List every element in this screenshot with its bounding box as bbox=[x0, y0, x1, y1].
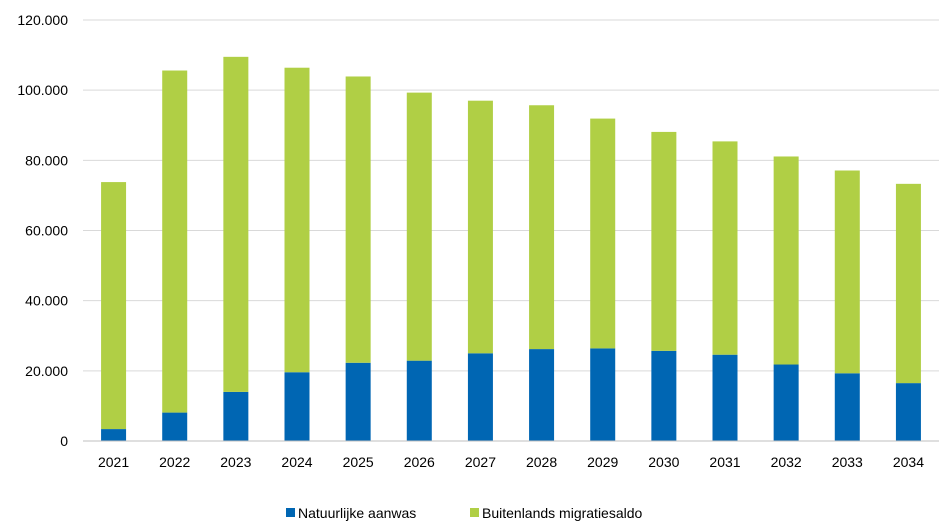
bar-buitenlands-migratiesaldo-2034 bbox=[895, 183, 921, 384]
bar-natuurlijke-aanwas-2023 bbox=[223, 391, 249, 441]
x-tick-label: 2022 bbox=[159, 454, 190, 470]
bar-natuurlijke-aanwas-2030 bbox=[651, 350, 677, 441]
bar-buitenlands-migratiesaldo-2025 bbox=[345, 76, 371, 363]
bar-buitenlands-migratiesaldo-2029 bbox=[590, 118, 616, 349]
bar-natuurlijke-aanwas-2034 bbox=[895, 383, 921, 441]
bar-natuurlijke-aanwas-2029 bbox=[590, 348, 616, 441]
y-tick-label: 60.000 bbox=[25, 223, 68, 239]
x-tick-label: 2034 bbox=[893, 454, 924, 470]
x-axis-tick-labels: 2021 2022 2023 2024 2025 2026 2027 2028 2029 2030… bbox=[98, 454, 924, 470]
x-tick-label: 2031 bbox=[709, 454, 740, 470]
bar-buitenlands-migratiesaldo-2028 bbox=[529, 105, 555, 350]
bar-buitenlands-migratiesaldo-2021 bbox=[101, 182, 127, 430]
bar-buitenlands-migratiesaldo-2022 bbox=[162, 70, 188, 413]
y-axis-tick-labels: 0 20.000 40.000 60.000 80.000 100.000 120.000 bbox=[17, 12, 68, 449]
bar-natuurlijke-aanwas-2021 bbox=[101, 429, 127, 441]
y-tick-label: 40.000 bbox=[25, 293, 68, 309]
bar-natuurlijke-aanwas-2031 bbox=[712, 354, 738, 441]
bar-buitenlands-migratiesaldo-2024 bbox=[284, 67, 310, 373]
bar-natuurlijke-aanwas-2028 bbox=[529, 349, 555, 441]
bar-buitenlands-migratiesaldo-2026 bbox=[406, 92, 432, 361]
x-tick-label: 2021 bbox=[98, 454, 129, 470]
bar-natuurlijke-aanwas-2026 bbox=[406, 360, 432, 441]
bar-buitenlands-migratiesaldo-2033 bbox=[834, 170, 860, 374]
x-tick-label: 2026 bbox=[404, 454, 435, 470]
y-tick-label: 80.000 bbox=[25, 152, 68, 168]
bar-natuurlijke-aanwas-2022 bbox=[162, 412, 188, 441]
x-tick-label: 2032 bbox=[771, 454, 802, 470]
bar-buitenlands-migratiesaldo-2027 bbox=[467, 100, 493, 354]
bar-buitenlands-migratiesaldo-2032 bbox=[773, 156, 799, 365]
gridlines bbox=[83, 19, 939, 372]
x-tick-label: 2033 bbox=[832, 454, 863, 470]
legend-label-buitenlands-migratiesaldo: Buitenlands migratiesaldo bbox=[482, 505, 643, 521]
legend-label-natuurlijke-aanwas: Natuurlijke aanwas bbox=[298, 505, 416, 521]
x-tick-label: 2027 bbox=[465, 454, 496, 470]
x-tick-label: 2024 bbox=[281, 454, 312, 470]
y-tick-label: 120.000 bbox=[17, 12, 68, 28]
x-tick-label: 2025 bbox=[343, 454, 374, 470]
bar-natuurlijke-aanwas-2025 bbox=[345, 362, 371, 441]
legend-swatch-natuurlijke-aanwas bbox=[286, 508, 295, 517]
bar-buitenlands-migratiesaldo-2030 bbox=[651, 131, 677, 351]
y-tick-label: 20.000 bbox=[25, 363, 68, 379]
bar-buitenlands-migratiesaldo-2031 bbox=[712, 141, 738, 355]
y-tick-label: 100.000 bbox=[17, 82, 68, 98]
legend: Natuurlijke aanwas Buitenlands migraties… bbox=[286, 505, 643, 521]
x-tick-label: 2028 bbox=[526, 454, 557, 470]
bar-natuurlijke-aanwas-2024 bbox=[284, 372, 310, 441]
bars bbox=[101, 56, 921, 441]
x-tick-label: 2029 bbox=[587, 454, 618, 470]
legend-swatch-buitenlands-migratiesaldo bbox=[470, 508, 479, 517]
x-tick-label: 2023 bbox=[220, 454, 251, 470]
bar-natuurlijke-aanwas-2027 bbox=[467, 353, 493, 441]
y-tick-label: 0 bbox=[60, 433, 68, 449]
bar-natuurlijke-aanwas-2032 bbox=[773, 364, 799, 441]
bar-natuurlijke-aanwas-2033 bbox=[834, 373, 860, 441]
bar-buitenlands-migratiesaldo-2023 bbox=[223, 56, 249, 392]
x-tick-label: 2030 bbox=[648, 454, 679, 470]
